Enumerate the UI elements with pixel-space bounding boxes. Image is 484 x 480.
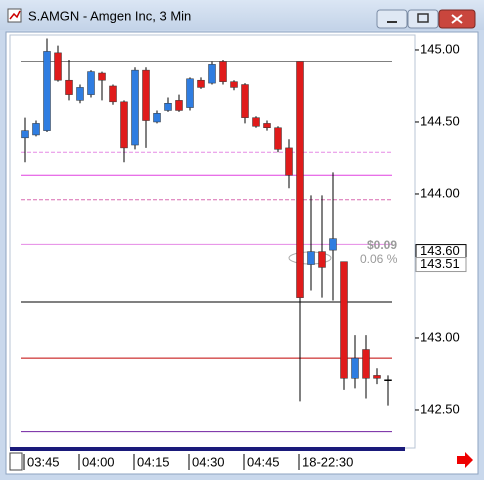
candle-body [373, 375, 381, 379]
x-tick-label: 18-22:30 [302, 454, 353, 469]
candle-body [307, 251, 315, 265]
minimize-button[interactable] [376, 9, 408, 29]
y-tick-label: 143.00 [420, 329, 460, 344]
candle-body [142, 69, 150, 121]
maximize-icon [417, 13, 429, 23]
candle-body [164, 103, 172, 111]
candle-body [340, 261, 348, 379]
candle-body [98, 72, 106, 81]
x-tick-label: 04:45 [247, 454, 280, 469]
candle-body [76, 87, 84, 101]
candle-body [153, 113, 161, 123]
app-icon-glyph [9, 10, 21, 20]
candle-body [296, 61, 304, 298]
scroll-right-arrow[interactable] [457, 452, 473, 468]
candle-body [120, 101, 128, 149]
candle-body [263, 123, 271, 128]
price-label: 143.60 [420, 243, 460, 258]
candle-body [274, 127, 282, 150]
plot-area [9, 34, 416, 449]
candle-body [131, 69, 139, 146]
change-annotation: $0.09 [367, 238, 397, 252]
scroll-bar [10, 447, 405, 451]
candle-body [21, 130, 29, 139]
candle-body [252, 117, 260, 127]
scroll-box[interactable] [9, 452, 23, 471]
x-tick-label: 03:45 [27, 454, 60, 469]
candle-body [318, 251, 326, 268]
x-tick-label: 04:15 [137, 454, 170, 469]
y-tick-label: 142.50 [420, 401, 460, 416]
candle-body [241, 84, 249, 118]
candle-body [285, 147, 293, 176]
maximize-button[interactable] [407, 9, 439, 29]
close-icon [451, 14, 463, 24]
window-title: S.AMGN - Amgen Inc, 3 Min [28, 8, 191, 23]
candle-body [351, 357, 359, 379]
y-tick-label: 144.00 [420, 185, 460, 200]
percent-annotation: 0.06 % [360, 252, 398, 266]
candle-body [219, 61, 227, 82]
x-tick-label: 04:30 [192, 454, 225, 469]
candle-body [65, 79, 73, 95]
candle-body [32, 123, 40, 136]
candle-body [384, 379, 392, 381]
price-label: 143.51 [420, 256, 460, 271]
candle-body [87, 71, 95, 95]
candle-body [230, 81, 238, 88]
candle-body [186, 78, 194, 108]
price-label-box [415, 257, 467, 273]
candle-body [175, 100, 183, 111]
candle-body [54, 52, 62, 81]
candle-body [197, 79, 205, 88]
candle-body [329, 238, 337, 251]
candle-body [208, 64, 216, 84]
x-tick-label: 04:00 [82, 454, 115, 469]
candle-body [109, 85, 117, 103]
y-tick-label: 144.50 [420, 113, 460, 128]
candle-body [362, 349, 370, 379]
y-tick-label: 145.00 [420, 41, 460, 56]
candle-body [43, 51, 51, 131]
